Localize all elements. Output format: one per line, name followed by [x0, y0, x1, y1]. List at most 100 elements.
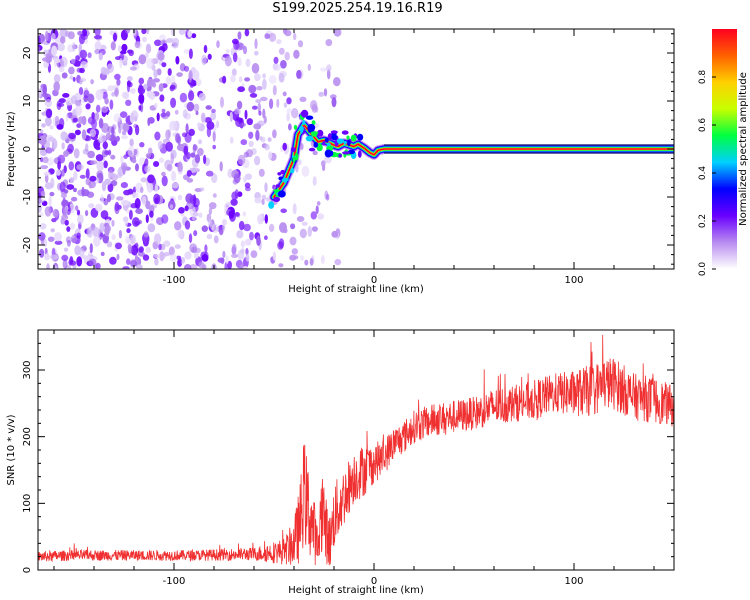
spectrogram-noise-blob	[312, 150, 318, 156]
spectrogram-noise-blob	[258, 110, 262, 116]
spectrogram-noise-blob	[154, 131, 161, 141]
spectrogram-noise-blob	[87, 52, 92, 59]
spectrogram-noise-blob	[119, 57, 123, 69]
spectrogram-noise-blob	[333, 29, 342, 37]
spectrogram-noise-blob	[65, 114, 69, 122]
spectrogram-noise-blob	[93, 35, 102, 40]
spectrogram-noise-blob	[331, 230, 339, 238]
y-tick-label: 300	[22, 360, 33, 379]
spectrogram-noise-blob	[107, 85, 114, 92]
spectrogram-noise-blob	[86, 226, 92, 238]
spectrogram-noise-blob	[127, 49, 133, 54]
spectrogram-noise-blob	[115, 242, 122, 250]
spectrogram-noise-blob	[72, 42, 76, 52]
spectrogram-noise-blob	[55, 169, 61, 176]
spectrogram-noise-blob	[40, 235, 45, 246]
spectrogram-noise-blob	[73, 171, 78, 181]
spectrogram-noise-blob	[89, 243, 93, 254]
spectrogram-noise-blob	[165, 38, 174, 43]
x-tick-label: 0	[371, 576, 377, 587]
spectrogram-noise-blob	[211, 108, 216, 113]
spectrogram-noise-blob	[79, 174, 86, 179]
spectrogram-noise-blob	[138, 246, 144, 253]
spectrogram-noise-blob	[254, 38, 258, 49]
spectrogram-noise-blob	[154, 257, 159, 266]
spectrogram-noise-blob	[69, 222, 76, 230]
spectrogram-noise-blob	[60, 36, 66, 44]
spectrogram-noise-blob	[186, 170, 192, 177]
spectrogram-noise-blob	[248, 131, 254, 139]
spectrogram-noise-blob	[85, 168, 90, 180]
spectrogram-noise-blob	[88, 203, 95, 209]
spectrogram-noise-blob	[304, 259, 309, 266]
spectrogram-noise-blob	[194, 154, 201, 164]
spectrogram-noise-blob	[237, 86, 246, 93]
spectrogram-noise-blob	[243, 223, 251, 232]
spectrogram-noise-blob	[90, 160, 98, 165]
spectrogram-noise-blob	[121, 135, 128, 140]
spectrogram-noise-blob	[40, 223, 47, 230]
spectrogram-noise-blob	[92, 227, 100, 238]
spectrogram-noise-blob	[117, 45, 122, 53]
spectrogram-noise-blob	[236, 100, 243, 110]
spectrogram-noise-blob	[268, 75, 277, 84]
spectrogram-noise-blob	[169, 120, 178, 131]
spectrogram-noise-blob	[44, 253, 50, 261]
spectrogram-noise-blob	[237, 57, 242, 67]
spectrogram-noise-blob	[264, 143, 270, 151]
spectrogram-noise-blob	[212, 144, 216, 150]
spectrogram-noise-blob	[127, 244, 132, 251]
spectrogram-noise-blob	[62, 259, 68, 269]
spectrogram-noise-blob	[104, 178, 111, 186]
spectrogram-noise-blob	[122, 123, 130, 132]
spectrogram-noise-blob	[300, 255, 304, 261]
spectrogram-noise-blob	[95, 89, 104, 101]
spectrogram-noise-blob	[243, 176, 247, 183]
spectrogram-noise-blob	[183, 145, 189, 156]
spectrogram-noise-blob	[326, 69, 331, 80]
spectrogram-noise-blob	[169, 253, 178, 263]
x-tick-label: -100	[163, 275, 186, 286]
spectrogram-noise-blob	[179, 92, 188, 103]
spectrogram-ridge	[268, 109, 674, 209]
spectrogram-noise-blob	[228, 210, 235, 219]
spectrogram-noise-blob	[229, 111, 233, 123]
spectrogram-noise-blob	[230, 74, 236, 83]
spectrogram-noise-blob	[130, 234, 136, 245]
spectrogram-noise-blob	[272, 251, 277, 261]
spectrogram-noise-blob	[261, 194, 267, 201]
spectrogram-noise-blob	[291, 108, 299, 119]
spectrogram-ridge-blob	[302, 119, 306, 126]
spectrogram-ridge-blob	[347, 139, 351, 147]
colorbar-tick-label: 0.4	[698, 166, 708, 181]
spectrogram-ridge-blob	[277, 172, 282, 176]
spectrogram-noise-blob	[46, 263, 50, 269]
spectrogram-noise-blob	[169, 204, 174, 209]
spectrogram-noise-blob	[45, 108, 53, 119]
spectrogram-noise-blob	[138, 105, 142, 111]
spectrogram-noise-blob	[188, 233, 193, 244]
spectrogram-noise-blob	[124, 219, 129, 227]
colorbar-label: Normalized spectral amplitude	[738, 72, 749, 226]
spectrogram-noise-blob	[48, 195, 52, 207]
spectrogram-noise-blob	[122, 61, 128, 66]
spectrogram-noise-blob	[244, 182, 251, 189]
spectrogram-noise-blob	[95, 154, 104, 162]
spectrogram-noise-blob	[291, 248, 298, 255]
spectrogram-noise-blob	[44, 206, 52, 217]
spectrogram-ridge-blob	[293, 124, 298, 130]
spectrogram-noise-blob	[96, 160, 104, 172]
spectrogram-noise-blob	[207, 53, 212, 60]
spectrogram-noise-blob	[246, 118, 253, 126]
spectrogram-noise-blob	[39, 148, 48, 157]
spectrogram-noise-blob	[130, 259, 137, 268]
spectrogram-noise-blob	[158, 83, 164, 92]
spectrogram-noise-blob	[57, 43, 65, 52]
spectrogram-noise-blob	[70, 58, 76, 64]
spectrogram-noise-blob	[259, 136, 263, 141]
colorbar-ticks: 0.0 0.2 0.4 0.6 0.8	[698, 70, 716, 276]
spectrogram-noise-blob	[100, 194, 104, 204]
spectrogram-noise-blob	[115, 135, 121, 142]
spectrogram-noise-blob	[58, 66, 65, 73]
spectrogram-noise-blob	[102, 141, 109, 150]
